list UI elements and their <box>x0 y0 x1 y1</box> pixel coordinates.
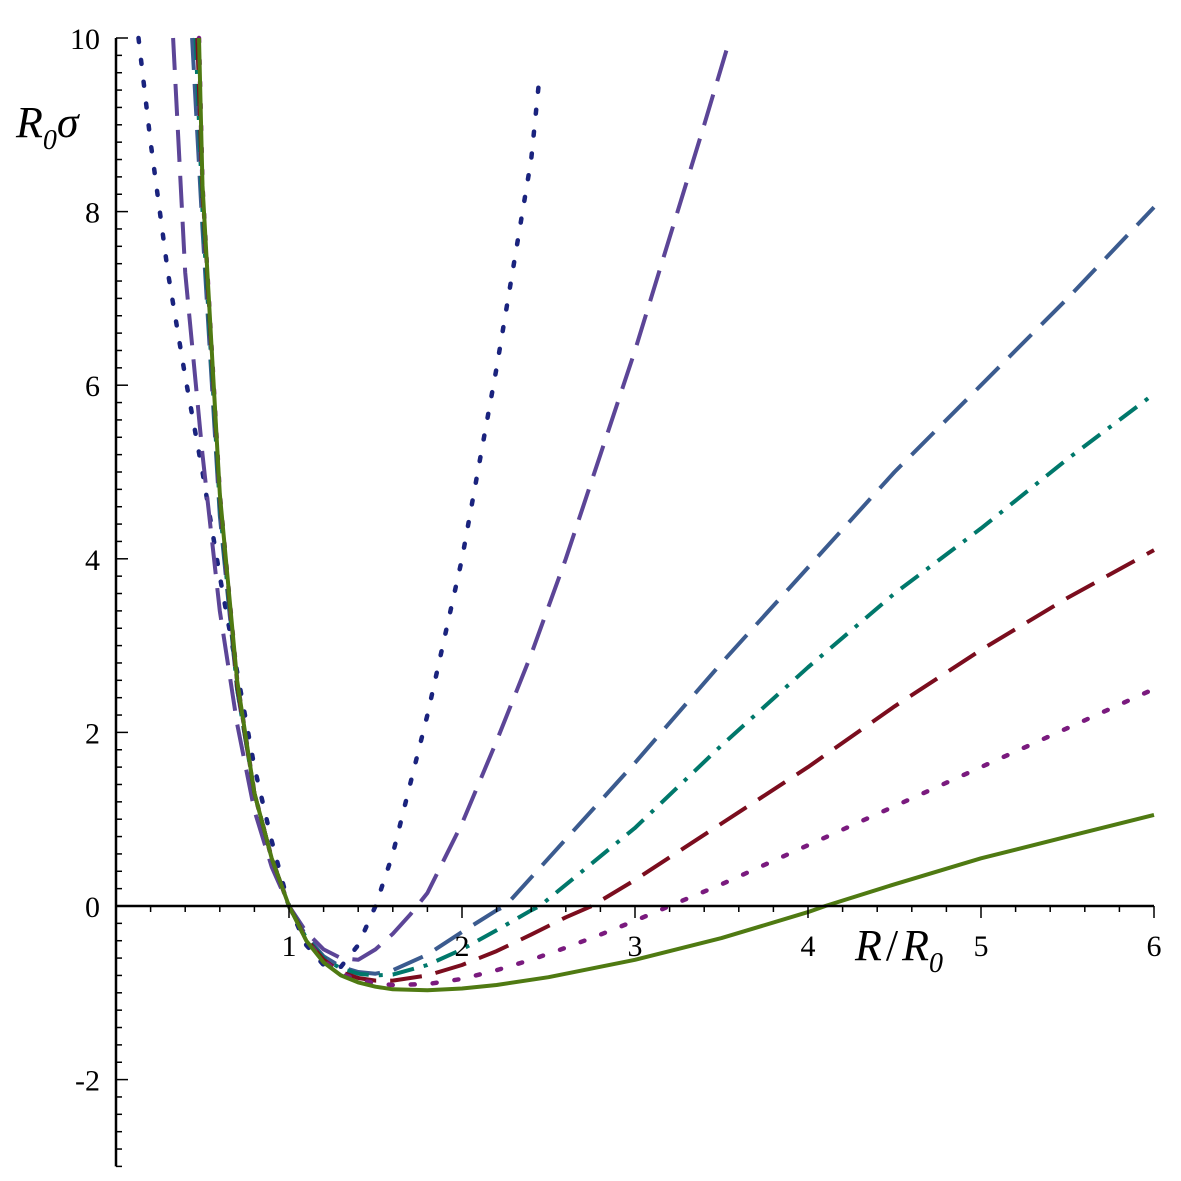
x-axis-title: R/R0 <box>854 921 943 979</box>
y-tick-label: 2 <box>85 717 100 750</box>
x-axis-title-main2: R <box>901 921 929 970</box>
curves-group <box>136 35 1157 993</box>
x-tick-label: 5 <box>974 930 989 963</box>
x-tick-label: 6 <box>1147 930 1162 963</box>
x-axis-title-main: R <box>854 921 882 970</box>
series-line-2 <box>171 37 733 962</box>
x-axis-title-sub: 0 <box>929 948 943 979</box>
x-tick-label: 4 <box>801 930 816 963</box>
series-line-5 <box>195 37 1155 983</box>
x-tick-label: 1 <box>282 930 297 963</box>
x-axis-title-slash: / <box>886 921 899 970</box>
x-tick-label: 3 <box>628 930 643 963</box>
y-tick-label: 4 <box>85 544 100 577</box>
series-line-4 <box>193 37 1156 978</box>
axes-group <box>114 38 1154 1167</box>
series-line-1 <box>136 35 543 970</box>
y-tick-label: 10 <box>70 23 100 56</box>
series-line-6 <box>196 35 1157 988</box>
y-axis-title: R0σ <box>15 98 81 156</box>
y-axis-title-sub: 0 <box>43 125 57 156</box>
y-axis-title-tail: σ <box>57 98 81 147</box>
ticks-group: 1 2 3 4 5 6 -2 0 2 4 6 8 10 <box>70 23 1162 1168</box>
x-tick-label: 2 <box>455 930 470 963</box>
y-axis-title-main: R <box>15 98 43 147</box>
series-line-7 <box>197 37 1155 993</box>
y-tick-label: 6 <box>85 370 100 403</box>
y-tick-label: 0 <box>85 891 100 924</box>
y-tick-label: -2 <box>75 1065 100 1098</box>
series-line-3 <box>190 37 1156 976</box>
y-tick-label: 8 <box>85 197 100 230</box>
